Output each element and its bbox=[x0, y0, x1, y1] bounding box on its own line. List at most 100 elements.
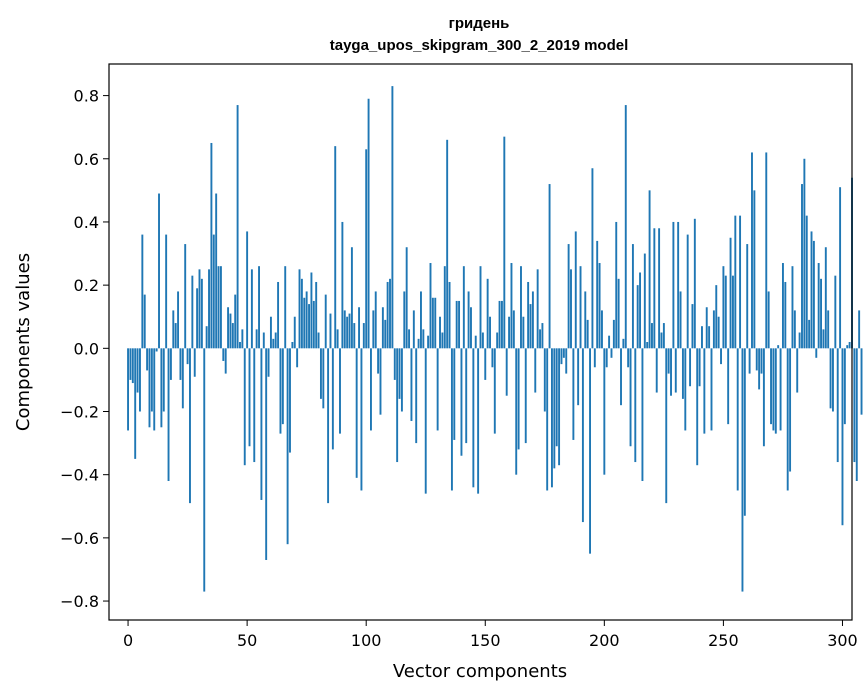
bar bbox=[272, 338, 275, 349]
bar bbox=[448, 281, 451, 349]
bar bbox=[608, 335, 611, 349]
bar bbox=[653, 228, 656, 349]
bar bbox=[315, 281, 318, 349]
bar bbox=[200, 278, 203, 349]
bar bbox=[727, 348, 730, 425]
bar bbox=[827, 310, 830, 349]
bar bbox=[367, 98, 370, 349]
bar bbox=[434, 297, 437, 349]
bar bbox=[410, 348, 413, 421]
bar bbox=[610, 348, 613, 358]
bar bbox=[558, 348, 561, 466]
bar bbox=[529, 304, 532, 349]
bar bbox=[820, 278, 822, 349]
bar bbox=[743, 348, 746, 516]
bar bbox=[279, 348, 282, 434]
y-tick-label: 0.8 bbox=[74, 87, 99, 106]
bar bbox=[129, 348, 132, 380]
bar bbox=[177, 291, 180, 349]
bar bbox=[670, 348, 672, 396]
x-tick-label: 300 bbox=[827, 631, 858, 650]
bar bbox=[265, 348, 268, 560]
bar bbox=[812, 240, 815, 349]
y-tick-label: −0.4 bbox=[60, 466, 99, 485]
bar bbox=[781, 263, 784, 349]
x-axis-ticks: 0 50 100 150 200 250 300 bbox=[123, 620, 858, 650]
bar bbox=[127, 348, 130, 431]
bar bbox=[493, 348, 496, 434]
bar bbox=[343, 310, 346, 349]
bar bbox=[593, 348, 596, 368]
bar bbox=[446, 139, 449, 349]
bar bbox=[708, 326, 711, 349]
bar bbox=[534, 348, 537, 393]
bar bbox=[548, 184, 551, 349]
bar bbox=[839, 187, 842, 349]
bar bbox=[760, 348, 763, 374]
bar bbox=[791, 266, 794, 349]
bar bbox=[684, 348, 687, 431]
bar bbox=[172, 310, 175, 349]
bar bbox=[227, 307, 230, 349]
plot-area-frame bbox=[108, 63, 853, 621]
bar bbox=[458, 300, 461, 349]
bar bbox=[248, 348, 251, 447]
bar bbox=[210, 142, 213, 349]
bar bbox=[808, 319, 811, 349]
bar bbox=[300, 278, 303, 349]
bar bbox=[841, 348, 844, 526]
bar bbox=[143, 294, 146, 349]
bar bbox=[179, 348, 182, 380]
bar bbox=[648, 190, 651, 349]
bar bbox=[579, 266, 582, 349]
y-axis-ticks: −0.8 −0.6 −0.4 −0.2 0.0 0.2 0.4 0.6 0.8 bbox=[60, 87, 109, 611]
bar bbox=[758, 348, 761, 390]
bar bbox=[415, 348, 418, 444]
x-tick-label: 250 bbox=[708, 631, 739, 650]
bar bbox=[370, 348, 372, 431]
bar bbox=[562, 348, 565, 358]
bar bbox=[777, 345, 780, 349]
bar bbox=[701, 326, 703, 349]
bar bbox=[824, 247, 827, 349]
bar bbox=[412, 310, 415, 349]
y-tick-label: −0.2 bbox=[60, 403, 99, 422]
bar bbox=[322, 348, 325, 409]
bar bbox=[491, 348, 494, 368]
bar bbox=[720, 348, 722, 365]
bar bbox=[341, 221, 344, 349]
bar bbox=[386, 281, 389, 349]
bar bbox=[236, 105, 239, 349]
chart-title: гридень bbox=[449, 15, 510, 32]
bar bbox=[258, 266, 260, 349]
bar bbox=[498, 300, 501, 349]
bar bbox=[832, 348, 834, 412]
bar bbox=[860, 348, 863, 415]
bar bbox=[374, 291, 377, 349]
bar bbox=[565, 348, 568, 374]
bar bbox=[477, 348, 480, 494]
bar bbox=[262, 332, 265, 349]
bar bbox=[291, 342, 294, 349]
bar bbox=[767, 291, 770, 349]
bar bbox=[517, 348, 520, 450]
bar bbox=[243, 348, 246, 466]
bar bbox=[396, 348, 399, 463]
bar bbox=[289, 348, 291, 453]
bar bbox=[196, 288, 199, 349]
bar bbox=[241, 329, 244, 349]
bar bbox=[543, 348, 546, 412]
bar bbox=[215, 193, 218, 349]
bar bbox=[615, 221, 618, 349]
bar bbox=[348, 313, 351, 349]
bar bbox=[801, 184, 803, 349]
bar bbox=[779, 348, 782, 431]
bar bbox=[512, 310, 515, 349]
bar bbox=[481, 332, 484, 349]
bar bbox=[715, 285, 718, 349]
bar bbox=[184, 244, 187, 349]
bar bbox=[836, 348, 839, 463]
x-axis-label: Vector components bbox=[393, 661, 567, 682]
bar bbox=[612, 319, 615, 349]
y-axis-label: Components values bbox=[13, 253, 34, 431]
